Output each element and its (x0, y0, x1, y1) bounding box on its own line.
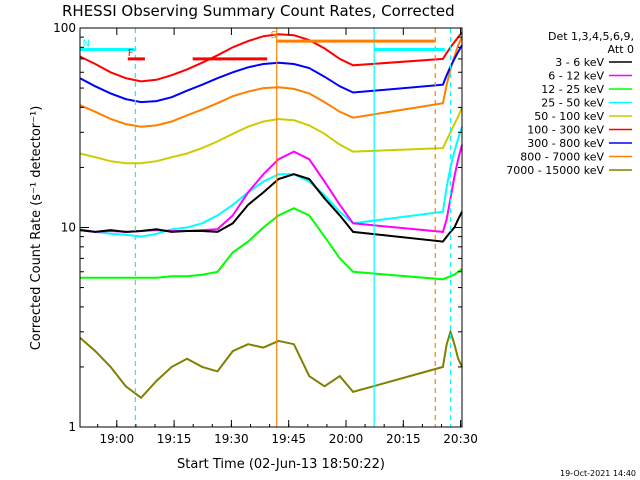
y-tick-label-1: 1 (68, 420, 76, 434)
plot-area: N F S (79, 28, 463, 427)
legend-label-800-7000-kev: 800 - 7000 keV (520, 151, 604, 164)
y-axis-label: Corrected Count Rate (s⁻¹ detector⁻¹) (29, 106, 44, 351)
y-tick-label-100: 100 (53, 21, 76, 35)
x-tick-label-19-45: 19:45 (271, 432, 306, 446)
series-line-800-7000-kev (79, 36, 463, 128)
legend-label-6-12-kev: 6 - 12 keV (548, 70, 604, 83)
series-line-100-300-kev (79, 31, 463, 83)
legend-label-25-50-kev: 25 - 50 keV (541, 97, 604, 110)
x-tick-label-19-30: 19:30 (214, 432, 249, 446)
legend-label-3-6-kev: 3 - 6 keV (555, 56, 604, 69)
series-line-25-50-kev (79, 126, 463, 238)
series-line-300-800-kev (79, 44, 463, 104)
series-line-12-25-kev (80, 207, 463, 281)
x-axis-label: Start Time (02-Jun-13 18:50:22) (177, 457, 385, 472)
flag-label-n: N (83, 39, 90, 50)
flag-label-f: F (128, 48, 134, 59)
series-line-50-100-kev (79, 107, 463, 165)
legend-header-line-2: Att 0 (608, 43, 634, 56)
series-line-3-6-kev (79, 173, 463, 243)
legend-header-line-1: Det 1,3,4,5,6,9, (548, 30, 634, 43)
series-line-7000-15000-kev (79, 328, 463, 400)
x-tick-label-19-15: 19:15 (157, 432, 192, 446)
legend-label-50-100-kev: 50 - 100 keV (534, 110, 604, 123)
legend-label-12-25-kev: 12 - 25 keV (541, 83, 604, 96)
timestamp: 19-Oct-2021 14:40 (560, 469, 636, 478)
legend-label-300-800-kev: 300 - 800 keV (527, 137, 604, 150)
chart-title: RHESSI Observing Summary Count Rates, Co… (62, 2, 455, 20)
x-tick-label-20-00: 20:00 (329, 432, 364, 446)
x-tick-label-20-30: 20:30 (443, 432, 478, 446)
legend-label-7000-15000-kev: 7000 - 15000 keV (506, 164, 604, 177)
x-tick-label-19-00: 19:00 (100, 432, 135, 446)
axes: 19:00 19:15 19:30 19:45 20:00 20:15 20:30 1 10 10… (53, 21, 478, 446)
legend-label-100-300-kev: 100 - 300 keV (527, 124, 604, 137)
y-tick-label-10: 10 (61, 221, 76, 235)
flag-label-s: S (271, 30, 277, 41)
x-tick-label-20-15: 20:15 (386, 432, 421, 446)
